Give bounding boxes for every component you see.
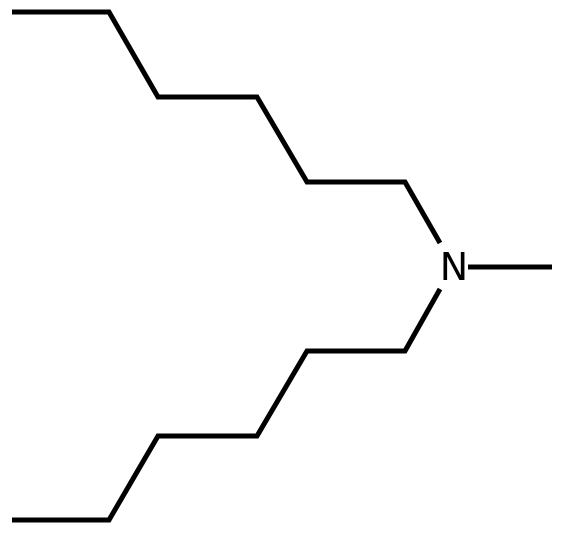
lower-alkyl-chain-bond [12, 287, 443, 523]
upper-alkyl-chain-bond [12, 9, 443, 245]
nitrogen-atom-label: N [440, 245, 468, 289]
